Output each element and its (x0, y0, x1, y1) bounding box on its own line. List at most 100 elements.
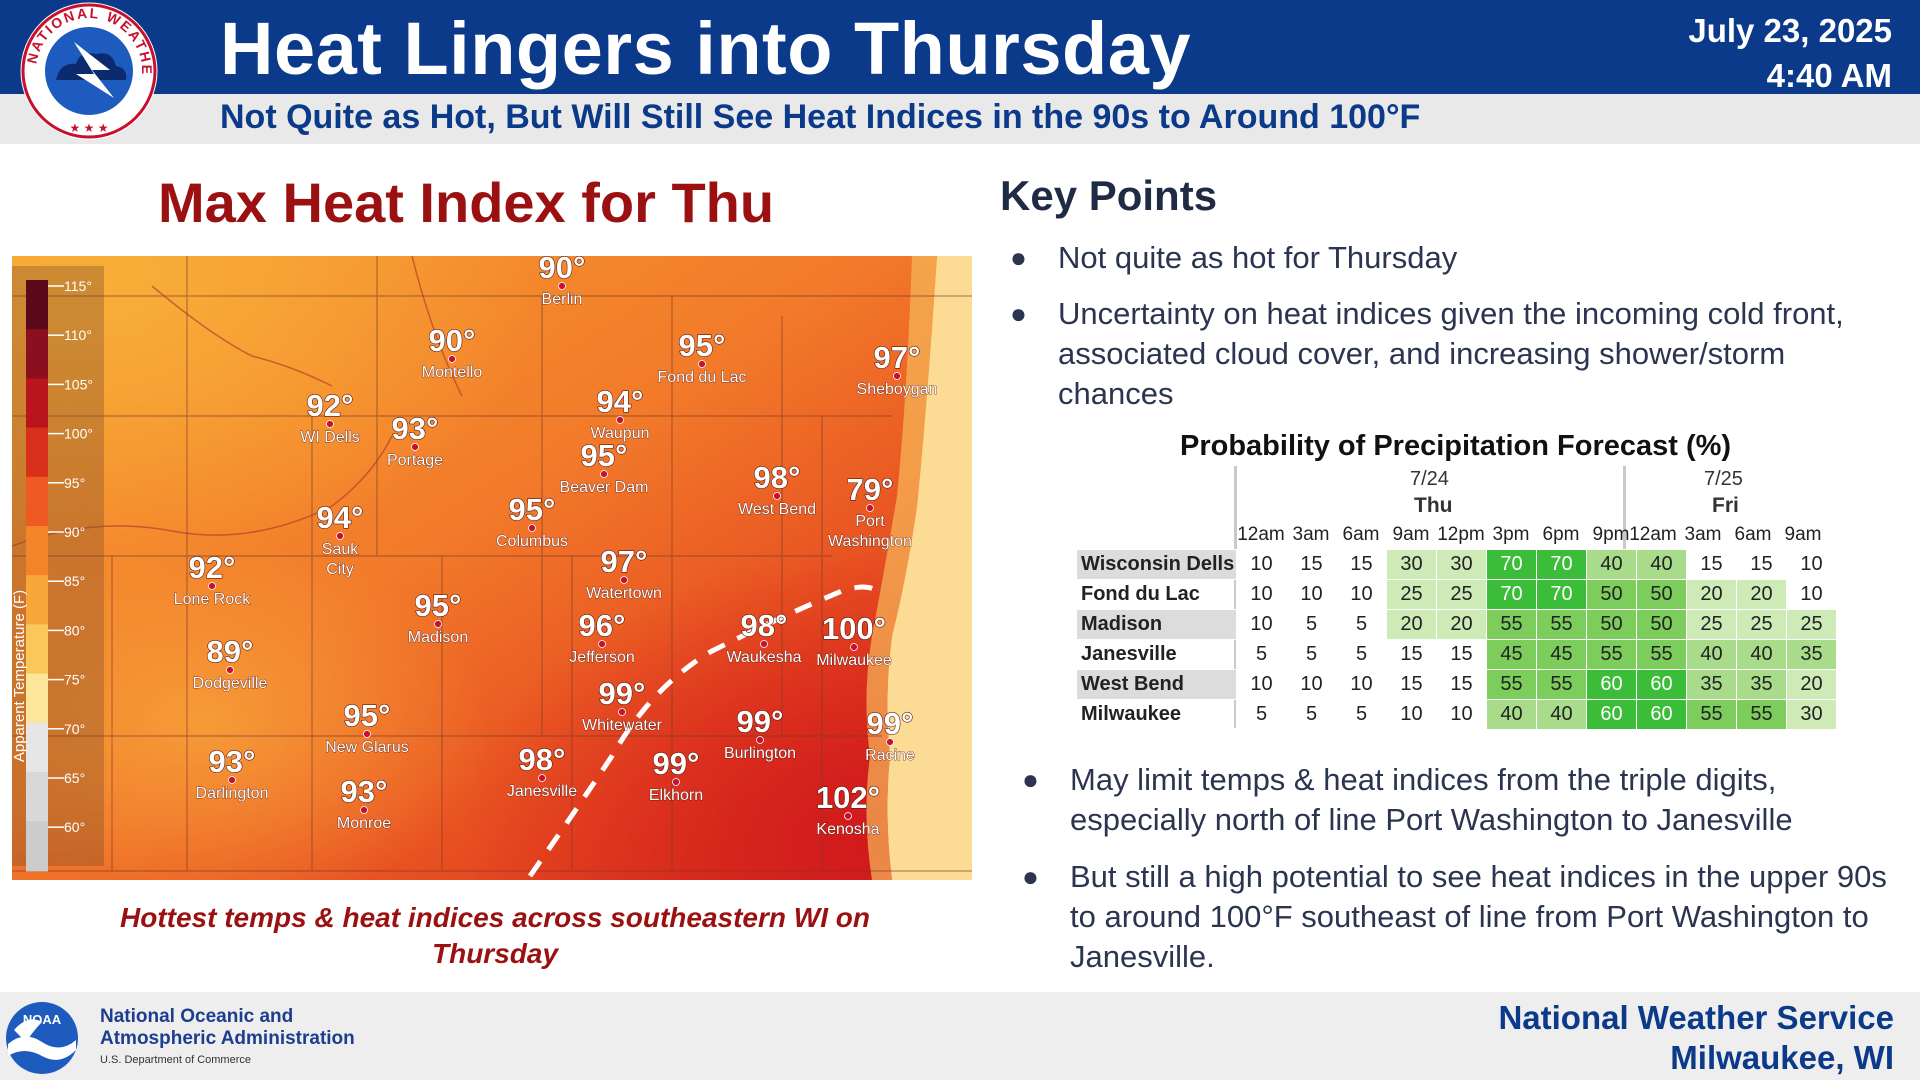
pop-cell: 15 (1436, 669, 1487, 700)
map-legend: 115° 110° 105° 100° 95° 90° 85° 80° 75° 70° 65° 60°… (12, 266, 104, 872)
location-montello: 90° Montello (421, 322, 482, 381)
key-point-2: ● Uncertainty on heat indices given the … (1010, 296, 1844, 411)
pop-day1-date: 7/24 (1410, 468, 1449, 490)
location-columbus: 95° Columbus (496, 491, 569, 550)
location-port-washington: 79° Port Washington (828, 471, 913, 550)
location-dot (228, 776, 236, 784)
bullet-dot-icon: ● (1010, 298, 1027, 329)
pop-cell: 30 (1436, 549, 1487, 580)
location-name: Portage (387, 452, 443, 469)
pop-cell: 10 (1436, 699, 1487, 730)
page-subtitle: Not Quite as Hot, But Will Still See Hea… (220, 98, 1421, 136)
pop-cell: 10 (1336, 669, 1387, 700)
heat-index-map: 115° 110° 105° 100° 95° 90° 85° 80° 75° 70° 65° 60°… (12, 256, 972, 880)
county-boundaries (12, 256, 972, 872)
map-svg: 115° 110° 105° 100° 95° 90° 85° 80° 75° 70° 65° 60°… (12, 256, 972, 880)
pop-row: West Bend 10 10 10 15 15 55 55 60 60 35 35 20 (1076, 669, 1837, 700)
key-points-title: Key Points (1000, 172, 1218, 219)
heat-index-value: 95° (581, 438, 628, 473)
location-dot (598, 640, 606, 648)
pop-cell: 5 (1286, 639, 1337, 670)
pop-city: Milwaukee (1076, 699, 1237, 730)
pop-cell: 50 (1586, 609, 1637, 640)
legend-tick-label: 115° (64, 278, 92, 294)
location-dot (360, 806, 368, 814)
pop-cell: 60 (1586, 699, 1637, 730)
pop-hour-header: 6pm (1542, 524, 1580, 545)
location-dot (620, 576, 628, 584)
noaa-logo-icon: NOAA (6, 1002, 78, 1074)
location-milwaukee: 100° Milwaukee (816, 610, 892, 669)
pop-cell: 60 (1636, 699, 1687, 730)
location-dot (886, 738, 894, 746)
pop-hour-header: 9am (1784, 524, 1822, 545)
location-waupun: 94° Waupun (590, 383, 650, 442)
pop-cell: 10 (1236, 579, 1287, 610)
location-name: Berlin (542, 291, 583, 308)
pop-hour-header: 9pm (1592, 524, 1630, 545)
location-dot (538, 774, 546, 782)
location-burlington: 99° Burlington (724, 703, 797, 762)
location-dot (208, 582, 216, 590)
pop-cell: 20 (1386, 609, 1437, 640)
legend-tick-label: 110° (64, 327, 92, 343)
heat-index-value: 95° (344, 698, 391, 733)
location-sauk-city: 94° Sauk City (316, 499, 364, 578)
location-name: Port (855, 513, 885, 530)
legend-label: Apparent Temperature (F) (12, 590, 28, 762)
pop-cell: 10 (1336, 579, 1387, 610)
pop-cell: 40 (1536, 699, 1587, 730)
pop-row: Janesville 5 5 5 15 15 45 45 55 55 40 40 35 (1076, 639, 1837, 670)
pop-hour-header: 6am (1734, 524, 1772, 545)
location-berlin: 90° Berlin (538, 256, 586, 308)
pop-table-title: Probability of Precipitation Forecast (%… (1180, 430, 1732, 462)
heat-index-value: 90° (429, 323, 476, 358)
location-dot (434, 620, 442, 628)
legend-color-bin (26, 280, 48, 331)
pop-cell: 10 (1286, 579, 1337, 610)
heat-index-value: 98° (519, 742, 566, 777)
bullet-dot-icon: ● (1022, 861, 1039, 892)
heat-index-value: 97° (601, 544, 648, 579)
location-dodgeville: 89° Dodgeville (192, 633, 268, 692)
heat-index-value: 98° (741, 608, 788, 643)
pop-city: Madison (1076, 609, 1237, 640)
pop-cell: 45 (1486, 639, 1537, 670)
pop-hour-header: 12am (1237, 524, 1285, 545)
office-line-1: National Weather Service (1498, 999, 1894, 1036)
location-name: WI Dells (300, 429, 360, 446)
location-dot (760, 640, 768, 648)
location-dot (672, 778, 680, 786)
pop-cell: 55 (1486, 669, 1537, 700)
pop-cell: 30 (1786, 699, 1837, 730)
pop-cell: 10 (1286, 669, 1337, 700)
map-title: Max Heat Index for Thu (158, 171, 775, 234)
location-monroe: 93° Monroe (336, 773, 391, 832)
pop-cell: 25 (1386, 579, 1437, 610)
pop-hour-header: 6am (1342, 524, 1380, 545)
pop-cell: 40 (1736, 639, 1787, 670)
pop-cell: 25 (1436, 579, 1487, 610)
heat-index-value: 95° (415, 588, 462, 623)
location-name: Sheboygan (857, 381, 938, 398)
legend-tick-label: 100° (64, 426, 93, 442)
legend-tick-label: 70° (64, 721, 85, 737)
location-name: Madison (408, 629, 468, 646)
heat-index-value: 99° (867, 706, 914, 741)
location-dot (411, 443, 419, 451)
pop-day2-name: Fri (1712, 494, 1739, 517)
heat-index-value: 94° (317, 500, 364, 535)
pop-cell: 15 (1336, 549, 1387, 580)
location-name: Elkhorn (649, 787, 703, 804)
bullet-dot-icon: ● (1010, 242, 1027, 273)
location-name: Dodgeville (193, 675, 268, 692)
pop-cell: 60 (1636, 669, 1687, 700)
pop-cell: 55 (1586, 639, 1637, 670)
heat-index-value: 92° (307, 388, 354, 423)
heat-index-value: 95° (509, 492, 556, 527)
pop-cell: 70 (1486, 579, 1537, 610)
legend-color-bin (26, 427, 48, 478)
pop-cell: 5 (1286, 609, 1337, 640)
pop-cell: 40 (1636, 549, 1687, 580)
office-line-2: Milwaukee, WI (1670, 1039, 1894, 1076)
